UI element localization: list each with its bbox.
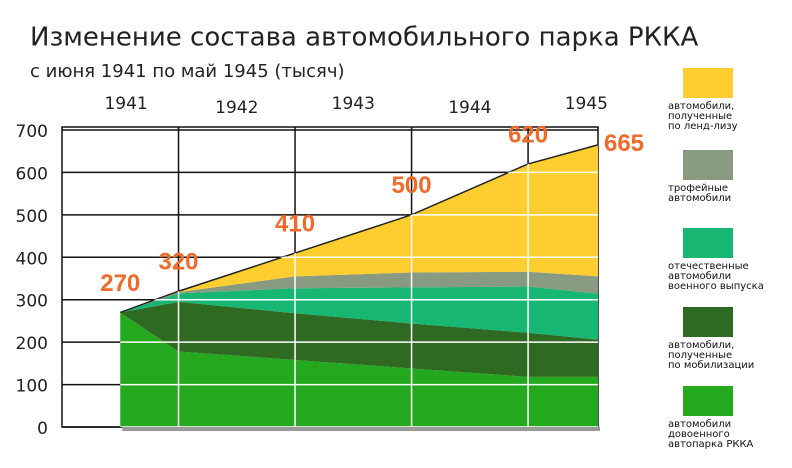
legend-label: отечественные автомобили военного выпуск… xyxy=(668,261,764,292)
y-tick-label: 400 xyxy=(16,249,48,269)
area xyxy=(120,312,599,427)
total-label: 410 xyxy=(275,210,315,237)
legend-swatch xyxy=(683,228,733,258)
chart-title: Изменение состава автомобильного парка Р… xyxy=(30,23,699,53)
total-label: 500 xyxy=(392,172,432,199)
x-tick-label: 1944 xyxy=(448,98,491,118)
y-tick-label: 0 xyxy=(37,419,48,439)
legend-label: автомобили довоенного автопарка РККА xyxy=(668,419,754,450)
area xyxy=(120,301,599,377)
legend-swatch xyxy=(683,386,733,416)
legend-swatch xyxy=(683,68,733,98)
y-tick-label: 500 xyxy=(16,207,48,227)
area xyxy=(120,144,599,313)
x-tick-label: 1942 xyxy=(215,98,258,118)
x-tick-label: 1943 xyxy=(332,94,375,114)
shadow xyxy=(122,427,601,431)
x-tick-label: 1945 xyxy=(565,94,608,114)
x-tick-label: 1941 xyxy=(104,94,147,114)
area xyxy=(120,271,599,313)
legend-swatch xyxy=(683,150,733,180)
y-tick-label: 600 xyxy=(16,164,48,184)
legend-label: трофейные автомобили xyxy=(668,183,732,204)
chart-subtitle: с июня 1941 по май 1945 (тысяч) xyxy=(30,61,344,82)
total-label: 270 xyxy=(100,270,140,297)
legend-label: автомобили, полученные по мобилизации xyxy=(668,340,755,371)
total-label: 665 xyxy=(604,130,644,157)
total-label: 320 xyxy=(158,249,198,276)
total-label: 620 xyxy=(508,121,548,148)
y-tick-label: 700 xyxy=(16,122,48,142)
y-tick-label: 300 xyxy=(16,292,48,312)
y-tick-label: 200 xyxy=(16,334,48,354)
top-line xyxy=(120,144,599,314)
y-tick-label: 100 xyxy=(16,377,48,397)
legend-swatch xyxy=(683,307,733,337)
legend-label: автомобили, полученные по ленд-лизу xyxy=(668,101,738,132)
